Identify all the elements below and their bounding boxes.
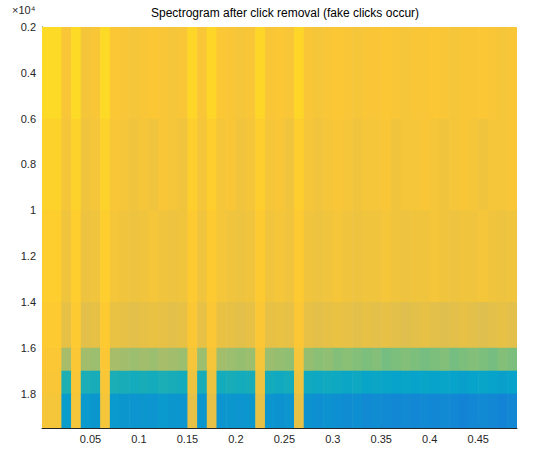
svg-text:0.8: 0.8	[21, 158, 36, 170]
svg-text:0.35: 0.35	[371, 433, 392, 445]
svg-text:0.1: 0.1	[131, 433, 146, 445]
svg-text:0.25: 0.25	[274, 433, 295, 445]
svg-text:Spectrogram after click remova: Spectrogram after click removal (fake cl…	[151, 6, 419, 20]
svg-text:1.8: 1.8	[21, 388, 36, 400]
svg-text:1.4: 1.4	[21, 296, 36, 308]
svg-text:0.4: 0.4	[21, 67, 36, 79]
svg-text:0.45: 0.45	[468, 433, 489, 445]
svg-text:0.2: 0.2	[228, 433, 243, 445]
svg-text:0.4: 0.4	[422, 433, 437, 445]
svg-text:1: 1	[30, 204, 36, 216]
svg-text:0.6: 0.6	[21, 113, 36, 125]
svg-text:1.6: 1.6	[21, 342, 36, 354]
svg-text:0.2: 0.2	[21, 21, 36, 33]
svg-text:0.3: 0.3	[325, 433, 340, 445]
svg-text:1.2: 1.2	[21, 250, 36, 262]
svg-text:0.15: 0.15	[177, 433, 198, 445]
svg-text:0.05: 0.05	[80, 433, 101, 445]
svg-text:×10⁴: ×10⁴	[12, 4, 36, 16]
